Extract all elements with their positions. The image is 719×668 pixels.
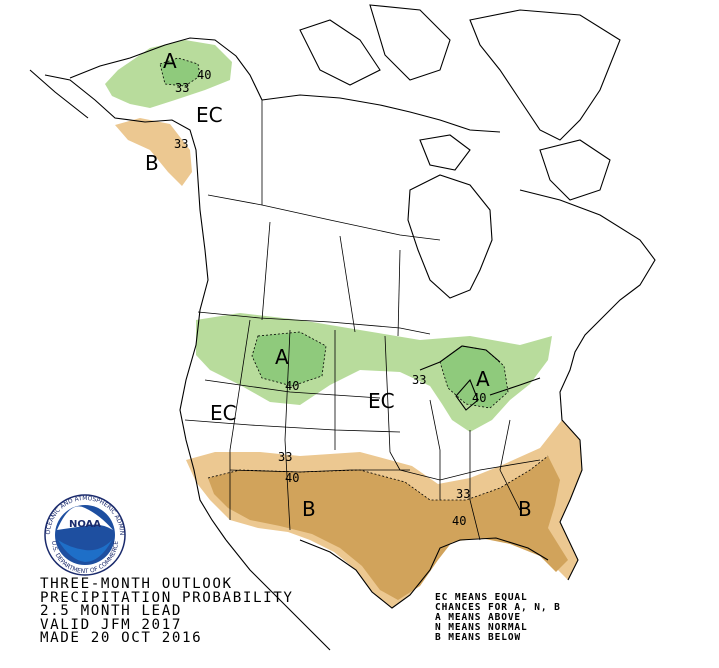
contour-label: 33: [456, 487, 470, 501]
caption-lead: 2.5 MONTH LEAD: [40, 603, 182, 620]
west-ec-label: EC: [210, 401, 237, 425]
contour-label: 40: [472, 391, 486, 405]
central-ec-label: EC: [368, 389, 395, 413]
south-below-core: [208, 456, 568, 600]
borders: [184, 100, 541, 541]
caption-variable: PRECIPITATION PROBABILITY: [40, 589, 294, 606]
alaska-ec-label: EC: [196, 103, 223, 127]
legend-below: B MEANS BELOW: [435, 632, 522, 643]
contour-label: 33: [278, 450, 292, 464]
legend-ec: EC MEANS EQUAL: [435, 592, 528, 603]
contour-label: 33: [174, 137, 188, 151]
alaska-below-region: [115, 118, 192, 186]
outlook-caption: THREE-MONTH OUTLOOK PRECIPITATION PROBAB…: [40, 576, 294, 647]
contour-label: 33: [412, 373, 426, 387]
alaska-above-core: [160, 58, 200, 86]
alaska-above-label: A: [163, 49, 177, 73]
legend-above: A MEANS ABOVE: [435, 612, 522, 623]
contour-label: 40: [452, 514, 466, 528]
caption-valid: VALID JFM 2017: [40, 616, 182, 633]
contour-label: 40: [285, 379, 299, 393]
caption-made: MADE 20 OCT 2016: [40, 630, 203, 647]
contour-label: 40: [197, 68, 211, 82]
contour-label: 40: [285, 471, 299, 485]
noaa-logo: NOAA NATIONAL OCEANIC AND ATMOSPHERIC AD…: [0, 0, 126, 576]
caption-title: THREE-MONTH OUTLOOK: [40, 576, 233, 592]
noaa-logo-text: NOAA: [69, 519, 101, 530]
coastlines: [29, 4, 656, 651]
legend: EC MEANS EQUAL CHANCES FOR A, N, B A MEA…: [435, 593, 561, 643]
alaska-below-label: B: [145, 151, 159, 175]
southeast-below-label: B: [518, 497, 532, 521]
great-lakes-above-label: A: [476, 367, 490, 391]
noaa-ring-text: NATIONAL OCEANIC AND ATMOSPHERIC ADMINIS…: [0, 0, 125, 535]
contour-label: 33: [175, 81, 189, 95]
great-lakes-above-core: [440, 346, 508, 408]
legend-normal: N MEANS NORMAL: [435, 622, 528, 633]
probability-contours: [159, 57, 549, 501]
north-above-label: A: [275, 345, 289, 369]
southwest-below-label: B: [302, 497, 316, 521]
legend-ec-2: CHANCES FOR A, N, B: [435, 602, 561, 613]
